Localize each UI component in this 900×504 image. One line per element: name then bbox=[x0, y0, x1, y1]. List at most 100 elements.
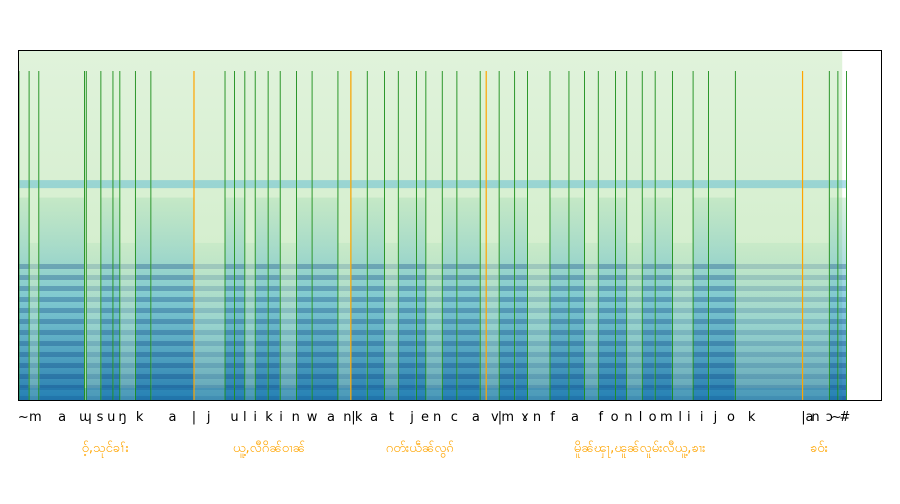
phone-label: n bbox=[343, 410, 351, 425]
formant-band bbox=[255, 180, 268, 189]
harmonic-band bbox=[672, 260, 693, 400]
phone-label: ~ bbox=[18, 410, 29, 425]
formant-band bbox=[655, 180, 672, 189]
harmonic-band bbox=[297, 260, 312, 400]
harmonic-band bbox=[642, 260, 655, 400]
harmonic-band bbox=[255, 260, 268, 400]
phone-label: w bbox=[307, 410, 318, 425]
word-label: ယူ့,လီဂိၼ်ဝၢၼ် bbox=[233, 440, 306, 458]
formant-band bbox=[627, 180, 642, 189]
harmonic-band bbox=[829, 260, 838, 400]
formant-band bbox=[528, 180, 550, 189]
harmonic-band bbox=[735, 260, 829, 400]
harmonic-band bbox=[598, 260, 616, 400]
formant-band bbox=[245, 180, 255, 189]
phone-label: m bbox=[29, 410, 42, 425]
harmonic-band bbox=[120, 260, 135, 400]
phone-label: | bbox=[801, 410, 805, 425]
harmonic-band bbox=[135, 260, 151, 400]
formant-band bbox=[135, 180, 151, 189]
phone-label: l bbox=[243, 410, 247, 425]
harmonic-band bbox=[709, 260, 735, 400]
phone-label: j bbox=[713, 410, 718, 425]
harmonic-band bbox=[442, 260, 457, 400]
formant-band bbox=[225, 180, 234, 189]
harmonic-band bbox=[569, 260, 584, 400]
phone-label: v bbox=[491, 410, 499, 425]
formant-band bbox=[642, 180, 655, 189]
formant-band bbox=[442, 180, 457, 189]
phone-label: l bbox=[639, 410, 643, 425]
harmonic-band bbox=[194, 260, 225, 400]
formant-band bbox=[457, 180, 480, 189]
formant-band bbox=[693, 180, 709, 189]
phone-label: a bbox=[58, 410, 66, 425]
phone-label: n bbox=[292, 410, 300, 425]
harmonic-band bbox=[367, 260, 384, 400]
harmonic-band bbox=[268, 260, 280, 400]
formant-band bbox=[550, 180, 569, 189]
formant-band bbox=[120, 180, 135, 189]
phone-label: n bbox=[433, 410, 441, 425]
harmonic-band bbox=[515, 260, 528, 400]
phone-label: a bbox=[168, 410, 176, 425]
phone-label: c bbox=[451, 410, 458, 425]
formant-band bbox=[735, 180, 829, 189]
spectrogram-texture bbox=[19, 180, 847, 400]
phone-label: | bbox=[498, 410, 502, 425]
formant-band bbox=[480, 180, 499, 189]
phone-label: a bbox=[370, 410, 378, 425]
phone-label: ŋ bbox=[118, 410, 126, 425]
phone-label: i bbox=[253, 410, 257, 425]
phone-label: o bbox=[611, 410, 619, 425]
harmonic-band bbox=[86, 260, 101, 400]
phone-label: k bbox=[355, 410, 363, 425]
harmonic-band bbox=[426, 260, 442, 400]
phone-label: m bbox=[660, 410, 673, 425]
harmonic-band bbox=[655, 260, 672, 400]
phone-label: i bbox=[700, 410, 704, 425]
word-boundaries bbox=[193, 71, 804, 400]
word-label: ၶဝ်း bbox=[810, 440, 828, 456]
harmonic-band bbox=[351, 260, 367, 400]
phone-label: k bbox=[136, 410, 144, 425]
word-label: ဂတ်းယဵၼ်လွၵ် bbox=[386, 440, 454, 458]
formant-band bbox=[398, 180, 416, 189]
phone-label: i bbox=[687, 410, 691, 425]
phone-label: u bbox=[230, 410, 238, 425]
word-labels: ဝ့်,သုင်ခၢ်း ယူ့,လီဂိၼ်ဝၢၼ် ဂတ်းယဵၼ်လွၵ် မိ… bbox=[82, 440, 828, 458]
harmonic-band bbox=[29, 260, 39, 400]
formant-band bbox=[499, 180, 515, 189]
formant-band bbox=[367, 180, 384, 189]
harmonic-band bbox=[384, 260, 398, 400]
phone-label: f bbox=[599, 410, 604, 425]
phone-label: k bbox=[265, 410, 273, 425]
harmonic-band bbox=[280, 260, 297, 400]
formant-band bbox=[86, 180, 101, 189]
harmonic-band bbox=[338, 260, 351, 400]
phone-label: a bbox=[472, 410, 480, 425]
formant-band bbox=[235, 180, 245, 189]
phone-label: # bbox=[839, 410, 850, 425]
harmonic-band bbox=[245, 260, 255, 400]
harmonic-band bbox=[499, 260, 515, 400]
spectrogram-image bbox=[19, 51, 847, 400]
phone-label: n bbox=[624, 410, 632, 425]
harmonic-band bbox=[39, 260, 85, 400]
harmonic-band bbox=[457, 260, 480, 400]
formant-band bbox=[672, 180, 693, 189]
formant-band bbox=[584, 180, 598, 189]
harmonic-band bbox=[838, 260, 847, 400]
harmonic-band bbox=[235, 260, 245, 400]
formant-band bbox=[616, 180, 627, 189]
harmonic-band bbox=[616, 260, 627, 400]
harmonic-band bbox=[101, 260, 113, 400]
phone-boundaries bbox=[19, 71, 847, 400]
formant-band bbox=[838, 180, 847, 189]
phone-label: s bbox=[97, 410, 104, 425]
phone-label: k bbox=[748, 410, 756, 425]
harmonic-band bbox=[312, 260, 338, 400]
phone-label: ɔ bbox=[826, 410, 833, 425]
formant-band bbox=[598, 180, 616, 189]
